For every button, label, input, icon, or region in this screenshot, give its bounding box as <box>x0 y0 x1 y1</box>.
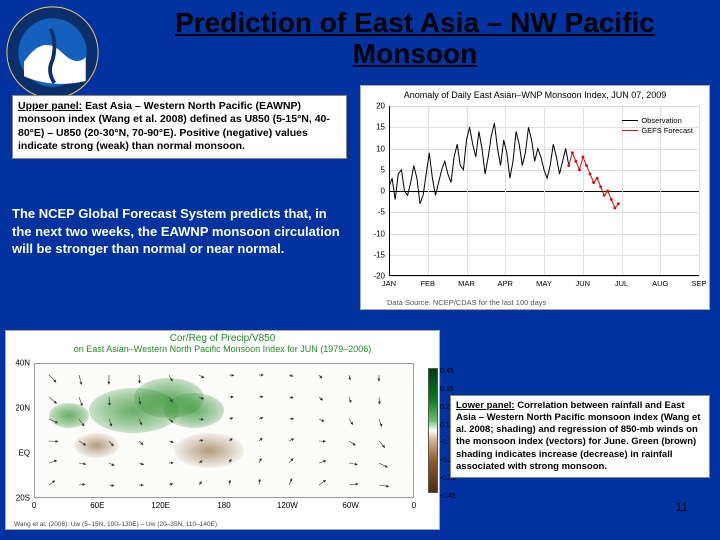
upper-chart-source: Data Source: NCEP/CDAS for the last 100 … <box>387 298 546 307</box>
upper-chart-xtick: MAY <box>536 279 552 288</box>
lower-chart-note: Wang et al. (2008): Uw (5–15N, 100–130E)… <box>14 521 217 528</box>
upper-chart-xtick: SEP <box>691 279 706 288</box>
lower-chart-plot-area: 40N20NEQ20S060E120E180120W60W00.450.350.… <box>34 363 414 498</box>
page-number: 11 <box>676 500 688 514</box>
upper-chart-xtick: MAR <box>458 279 475 288</box>
upper-chart-xtick: AUG <box>652 279 668 288</box>
lower-chart-xtick: 120E <box>151 501 170 510</box>
upper-desc-lead: Upper panel: <box>18 100 82 112</box>
upper-chart-xtick: JUL <box>615 279 628 288</box>
upper-chart-legend: ObservationGEFS Forecast <box>622 116 693 136</box>
upper-chart-ytick: -15 <box>367 250 385 259</box>
upper-chart-ytick: 15 <box>367 123 385 132</box>
lower-chart-xtick: 0 <box>32 501 36 510</box>
lower-chart-title-a: Cor/Reg of Precip/V850 <box>6 331 439 344</box>
colorbar-label: 0.45 <box>440 368 460 375</box>
lower-chart-xtick: 60W <box>342 501 358 510</box>
upper-chart-ytick: 20 <box>367 102 385 111</box>
upper-chart-ytick: -10 <box>367 229 385 238</box>
colorbar <box>428 368 438 493</box>
lower-panel-description: Lower panel: Correlation between rainfal… <box>450 395 710 478</box>
lower-chart-ytick: EQ <box>10 449 30 458</box>
lower-chart-xtick: 60E <box>90 501 104 510</box>
upper-chart-ytick: 5 <box>367 165 385 174</box>
lower-chart-ytick: 20S <box>10 494 30 503</box>
upper-chart-xtick: JAN <box>382 279 396 288</box>
lower-chart-xtick: 120W <box>277 501 298 510</box>
upper-chart-ytick: -5 <box>367 208 385 217</box>
wind-vectors <box>34 363 414 498</box>
upper-chart-xtick: JUN <box>575 279 590 288</box>
colorbar-label: -0.45 <box>440 493 460 500</box>
noaa-logo <box>5 5 100 100</box>
colorbar-label: 0.35 <box>440 386 460 393</box>
lower-chart-title-b: on East Asian–Western North Pacific Mons… <box>6 344 439 354</box>
upper-chart-plot-area: 20151050-5-10-15-20JANFEBMARAPRMAYJUNJUL… <box>389 106 699 276</box>
lower-desc-lead: Lower panel: <box>456 400 515 411</box>
forecast-text: The NCEP Global Forecast System predicts… <box>12 205 347 258</box>
lower-chart-ytick: 20N <box>10 404 30 413</box>
upper-chart-ytick: 0 <box>367 187 385 196</box>
upper-chart-xtick: FEB <box>420 279 435 288</box>
monsoon-index-chart: Anomaly of Daily East Asian–WNP Monsoon … <box>360 85 710 310</box>
upper-chart-ytick: 10 <box>367 144 385 153</box>
upper-chart-xtick: APR <box>498 279 513 288</box>
lower-chart-xtick: 180 <box>217 501 230 510</box>
upper-chart-title: Anomaly of Daily East Asian–WNP Monsoon … <box>361 86 709 100</box>
correlation-map-chart: Cor/Reg of Precip/V850 on East Asian–Wes… <box>5 330 440 530</box>
slide-title: Prediction of East Asia – NW Pacific Mon… <box>0 0 720 72</box>
upper-panel-description: Upper panel: East Asia – Western North P… <box>12 95 347 159</box>
lower-chart-ytick: 40N <box>10 359 30 368</box>
lower-chart-xtick: 0 <box>412 501 416 510</box>
